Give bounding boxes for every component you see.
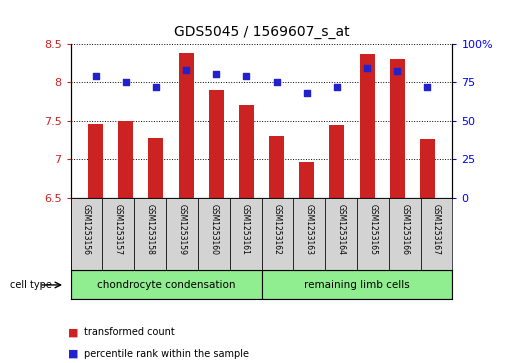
Point [121, 79, 130, 85]
Bar [262, 270, 452, 299]
Text: GSM1253166: GSM1253166 [400, 204, 409, 254]
Point [212, 72, 220, 77]
Text: GSM1253164: GSM1253164 [336, 204, 346, 254]
Text: GSM1253158: GSM1253158 [145, 204, 155, 254]
Point [242, 73, 251, 79]
Bar [88, 124, 103, 198]
Bar [269, 136, 284, 198]
Text: GSM1253157: GSM1253157 [114, 204, 123, 254]
Text: GSM1253159: GSM1253159 [177, 204, 187, 254]
Text: cell type: cell type [10, 280, 52, 290]
Point [423, 84, 431, 90]
Bar [390, 59, 405, 198]
Bar [71, 270, 262, 299]
Text: ■: ■ [68, 349, 78, 359]
Text: remaining limb cells: remaining limb cells [304, 280, 410, 290]
Bar [299, 162, 314, 198]
Text: GSM1253162: GSM1253162 [273, 204, 282, 254]
Text: ■: ■ [68, 327, 78, 337]
Bar [209, 90, 224, 198]
Bar [134, 198, 166, 270]
Text: chondrocyte condensation: chondrocyte condensation [97, 280, 235, 290]
Bar [178, 53, 194, 198]
Bar [262, 198, 293, 270]
Bar [293, 198, 325, 270]
Text: GSM1253167: GSM1253167 [432, 204, 441, 254]
Text: GDS5045 / 1569607_s_at: GDS5045 / 1569607_s_at [174, 25, 349, 40]
Bar [329, 125, 345, 198]
Point [363, 65, 371, 71]
Bar [420, 198, 452, 270]
Bar [360, 54, 374, 198]
Bar [389, 198, 420, 270]
Bar [198, 198, 230, 270]
Text: GSM1253156: GSM1253156 [82, 204, 91, 254]
Bar [118, 121, 133, 198]
Bar [149, 138, 163, 198]
Point [393, 68, 402, 74]
Bar [325, 198, 357, 270]
Text: GSM1253163: GSM1253163 [305, 204, 314, 254]
Text: GSM1253165: GSM1253165 [368, 204, 378, 254]
Text: GSM1253160: GSM1253160 [209, 204, 218, 254]
Point [333, 84, 341, 90]
Bar [230, 198, 262, 270]
Point [92, 73, 100, 79]
Bar [71, 198, 103, 270]
Text: percentile rank within the sample: percentile rank within the sample [84, 349, 248, 359]
Bar [357, 198, 389, 270]
Text: transformed count: transformed count [84, 327, 175, 337]
Text: GSM1253161: GSM1253161 [241, 204, 250, 254]
Point [272, 79, 281, 85]
Bar [239, 105, 254, 198]
Bar [103, 198, 134, 270]
Point [303, 90, 311, 96]
Point [152, 84, 160, 90]
Bar [166, 198, 198, 270]
Point [182, 67, 190, 73]
Bar [420, 139, 435, 198]
